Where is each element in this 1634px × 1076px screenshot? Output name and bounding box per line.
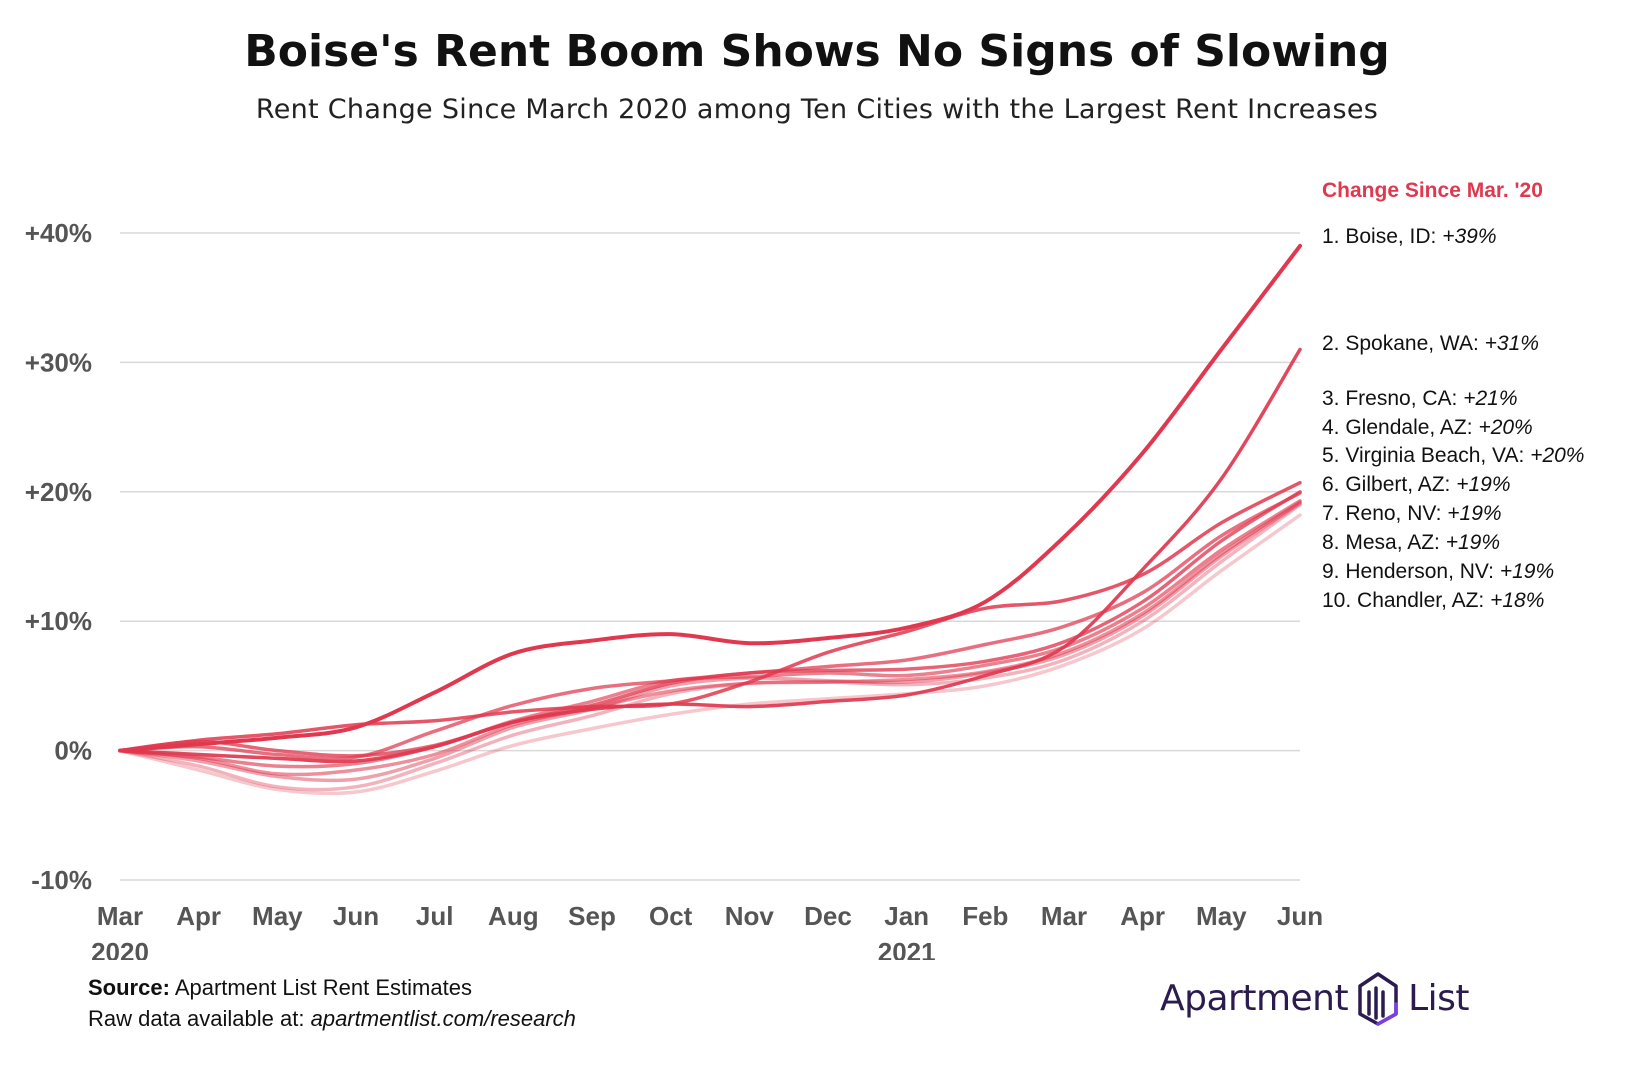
legend-entry-name: 6. Gilbert, AZ:: [1322, 473, 1456, 496]
y-axis-ticks: -10% 0% +10% +20% +30% +40%: [25, 218, 92, 895]
series-line: [118, 347, 1302, 764]
legend-entry-name: 1. Boise, ID:: [1322, 225, 1442, 248]
x-tick-label: May: [252, 901, 303, 931]
y-tick-label: +40%: [25, 218, 92, 248]
legend-entry-value: +21%: [1463, 387, 1517, 410]
apartment-list-logo: Apartment List: [1160, 968, 1470, 1028]
legend-entry: 6. Gilbert, AZ: +19%: [1322, 473, 1511, 496]
legend-entry: 5. Virginia Beach, VA: +20%: [1322, 444, 1584, 467]
x-tick-label: Apr: [176, 901, 221, 931]
legend-entry-value: +20%: [1478, 416, 1532, 439]
legend-entry-name: 5. Virginia Beach, VA:: [1322, 444, 1530, 467]
legend-entry-value: +19%: [1447, 502, 1501, 525]
series-line: [118, 501, 1302, 783]
legend-entry-name: 3. Fresno, CA:: [1322, 387, 1463, 410]
series-lines: [118, 243, 1302, 796]
legend-entry-name: 2. Spokane, WA:: [1322, 332, 1485, 355]
legend-entry-name: 10. Chandler, AZ:: [1322, 589, 1490, 612]
x-tick-label: Dec: [804, 901, 852, 931]
x-tick-label: Nov: [725, 901, 775, 931]
series-line: [118, 502, 1302, 792]
legend-entry-name: 8. Mesa, AZ:: [1322, 531, 1446, 554]
apartment-list-logo-icon: [1358, 972, 1398, 1026]
x-tick-label: Oct: [649, 901, 693, 931]
legend-entry-value: +18%: [1490, 589, 1544, 612]
legend-entry-name: 7. Reno, NV:: [1322, 502, 1447, 525]
series-line: [118, 500, 1302, 777]
legend-entry-value: +39%: [1442, 225, 1496, 248]
x-axis-ticks: Mar 2020 Apr May Jun Jul Aug Sep Oct Nov Dec Jan 202…: [91, 901, 1323, 960]
x-tick-label: Jan: [884, 901, 929, 931]
x-tick-label: May: [1196, 901, 1247, 931]
y-tick-label: +20%: [25, 477, 92, 507]
legend: Change Since Mar. '20 1. Boise, ID: +39% 2…: [1322, 179, 1584, 612]
x-tick-label: Apr: [1120, 901, 1165, 931]
y-tick-label: +10%: [25, 606, 92, 636]
legend-entry-name: 4. Glendale, AZ:: [1322, 416, 1478, 439]
series-line: [118, 513, 1302, 796]
y-tick-label: 0%: [54, 736, 92, 766]
y-tick-label: +30%: [25, 347, 92, 377]
source-label: Source:: [88, 975, 170, 1000]
legend-entry: 3. Fresno, CA: +21%: [1322, 387, 1518, 410]
legend-entry-value: +20%: [1530, 444, 1584, 467]
legend-entry: 2. Spokane, WA: +31%: [1322, 332, 1539, 355]
source-line: Source: Apartment List Rent Estimates: [88, 972, 576, 1003]
x-tick-label: Aug: [488, 901, 539, 931]
footer: Source: Apartment List Rent Estimates Ra…: [88, 972, 576, 1034]
legend-entry: 4. Glendale, AZ: +20%: [1322, 416, 1533, 439]
x-tick-label: Jun: [333, 901, 379, 931]
chart-subtitle: Rent Change Since March 2020 among Ten C…: [255, 94, 1379, 125]
x-tick-label: Mar: [97, 901, 143, 931]
series-line: [118, 480, 1302, 753]
x-tick-year-label: 2021: [878, 937, 936, 960]
source-text: Apartment List Rent Estimates: [174, 975, 472, 1000]
x-tick-label: Feb: [962, 901, 1008, 931]
legend-entry: 10. Chandler, AZ: +18%: [1322, 589, 1544, 612]
line-chart: -10% 0% +10% +20% +30% +40% Mar 2020 Apr May Jun J…: [25, 179, 1585, 960]
legend-entry: 9. Henderson, NV: +19%: [1322, 560, 1554, 583]
gridlines: [120, 232, 1300, 881]
chart-title: Boise's Rent Boom Shows No Signs of Slow…: [244, 26, 1390, 77]
legend-entry-value: +31%: [1485, 332, 1539, 355]
legend-entry-value: +19%: [1456, 473, 1510, 496]
legend-entry: 7. Reno, NV: +19%: [1322, 502, 1502, 525]
legend-entry: 8. Mesa, AZ: +19%: [1322, 531, 1500, 554]
x-tick-year-label: 2020: [91, 937, 149, 960]
x-tick-label: Jul: [416, 901, 454, 931]
x-tick-label: Sep: [568, 901, 616, 931]
logo-word-list: List: [1408, 977, 1470, 1019]
series-line: [118, 490, 1302, 758]
raw-label: Raw data available at:: [88, 1006, 305, 1031]
y-tick-label: -10%: [31, 865, 92, 895]
legend-title: Change Since Mar. '20: [1322, 179, 1543, 202]
legend-entry-value: +19%: [1500, 560, 1554, 583]
legend-entry-name: 9. Henderson, NV:: [1322, 560, 1500, 583]
logo-word-apartment: Apartment: [1160, 977, 1349, 1019]
legend-entry: 1. Boise, ID: +39%: [1322, 225, 1497, 248]
raw-url: apartmentlist.com/research: [310, 1006, 576, 1031]
raw-data-line: Raw data available at: apartmentlist.com…: [88, 1003, 576, 1034]
x-tick-label: Jun: [1277, 901, 1323, 931]
series-line: [118, 243, 1302, 753]
x-tick-label: Mar: [1041, 901, 1087, 931]
legend-entry-value: +19%: [1446, 531, 1500, 554]
